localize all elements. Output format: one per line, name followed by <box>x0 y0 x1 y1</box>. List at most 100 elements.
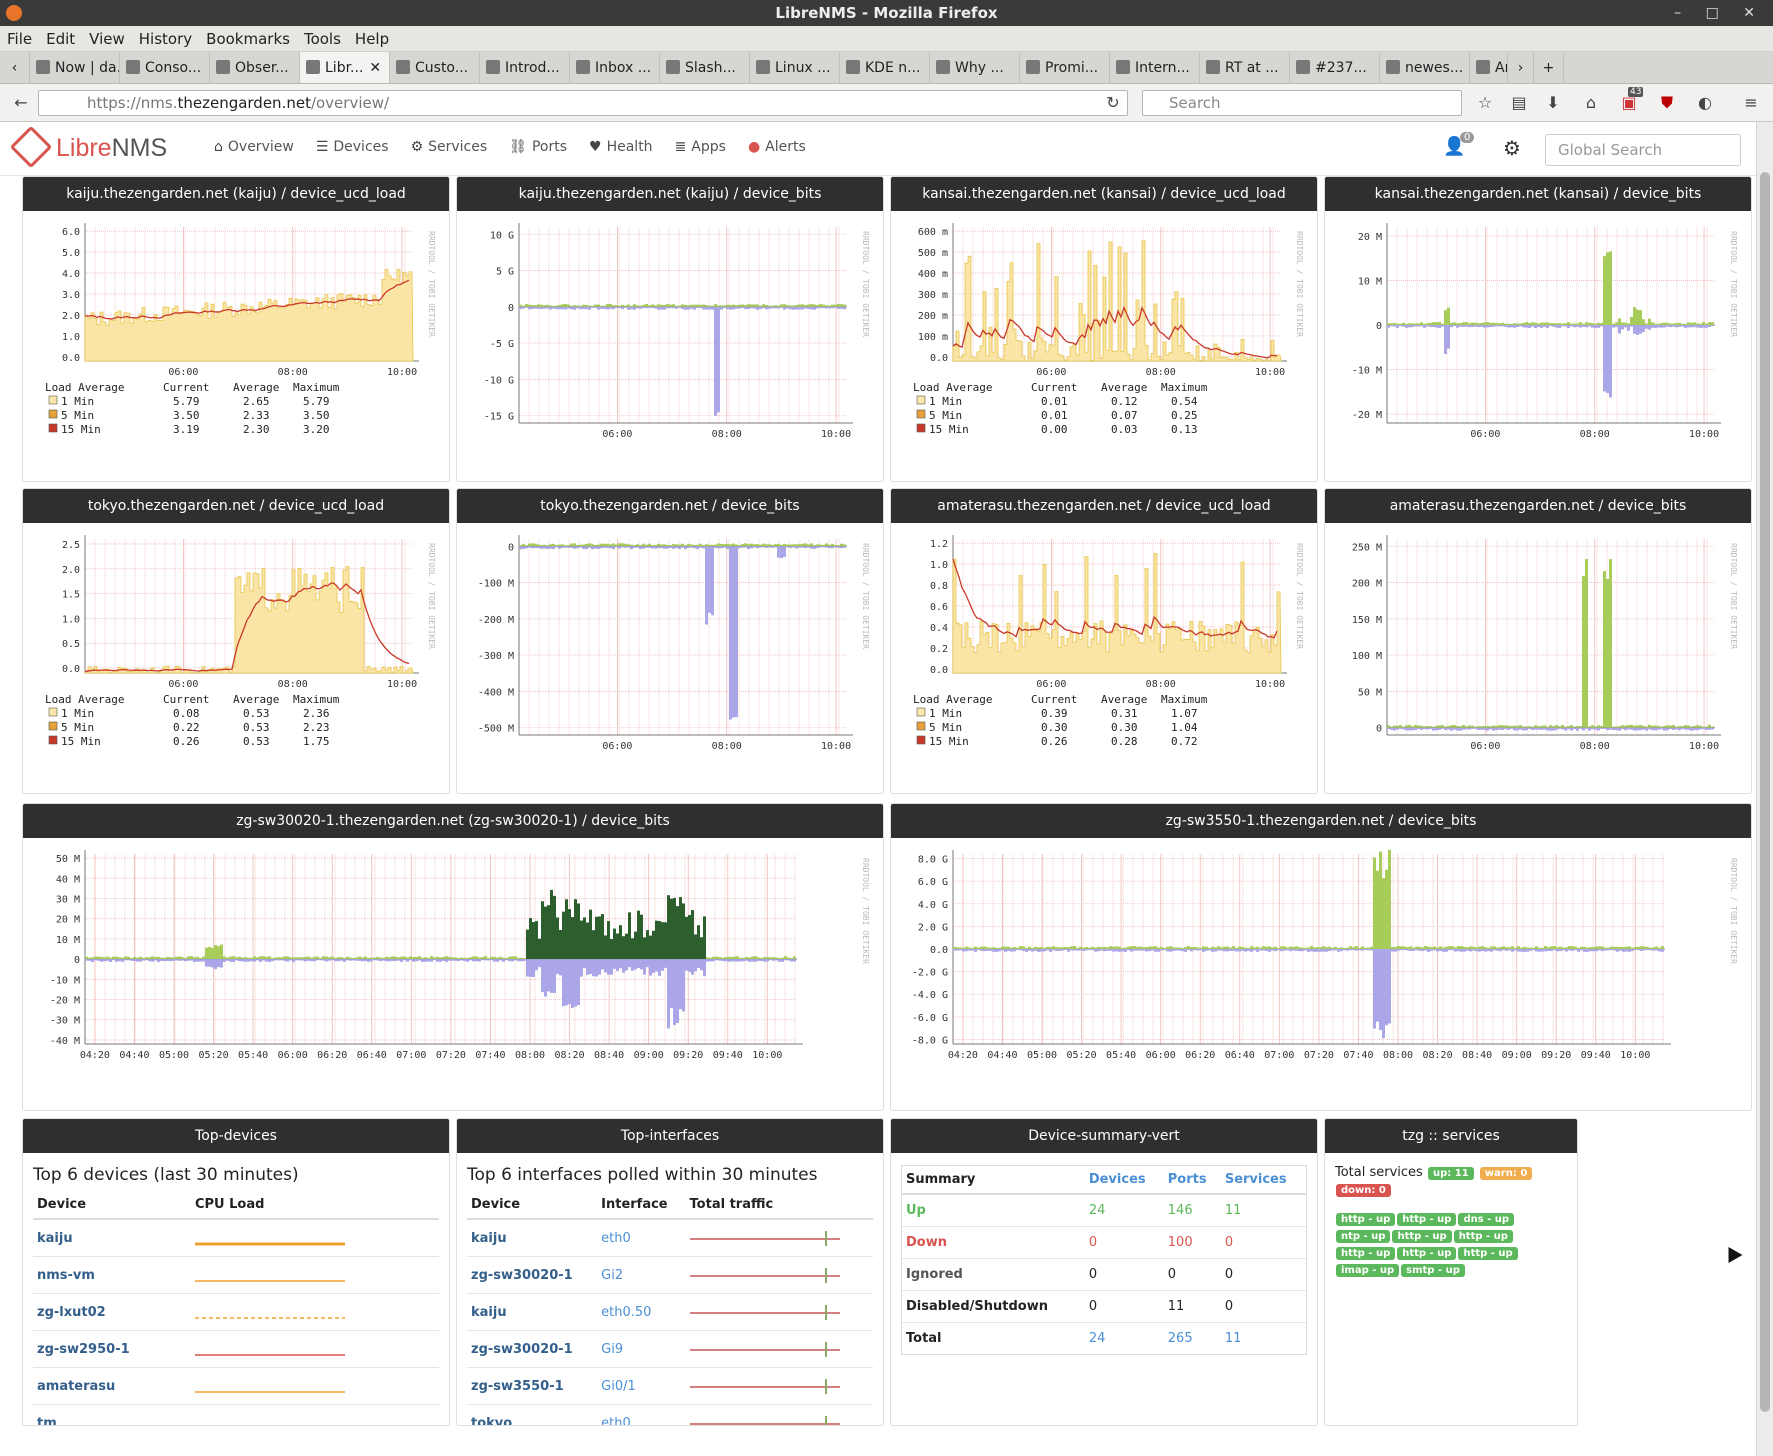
tab-scroll-left-icon[interactable]: ‹ <box>0 52 30 83</box>
global-search-input[interactable]: Global Search <box>1545 134 1741 166</box>
interface-link[interactable]: eth0.50 <box>597 1293 686 1331</box>
browser-tab[interactable]: Custo... <box>390 52 480 83</box>
summary-value[interactable]: 24 <box>1084 1322 1164 1355</box>
scrollbar-thumb[interactable] <box>1760 172 1770 1412</box>
browser-tab[interactable]: newes... <box>1380 52 1470 83</box>
device-link[interactable]: zg-sw30020-1 <box>467 1256 598 1294</box>
service-badge[interactable]: http - up <box>1397 1247 1457 1260</box>
hamburger-menu-icon[interactable]: ≡ <box>1744 93 1758 112</box>
cpu-sparkline[interactable] <box>190 1404 439 1425</box>
device-link[interactable]: kaiju <box>33 1218 191 1257</box>
reload-icon[interactable]: ↻ <box>1106 93 1120 112</box>
summary-value[interactable]: 0 <box>1084 1226 1164 1259</box>
browser-tab[interactable]: #237... <box>1290 52 1380 83</box>
nav-services[interactable]: ⚙ Services <box>411 139 488 155</box>
traffic-sparkline[interactable] <box>685 1293 873 1331</box>
graph-svg[interactable]: 10 G5 G0-5 G-10 G-15 G06:00 08:00 10:00RRD… <box>457 211 884 482</box>
menu-file[interactable]: File <box>7 30 33 48</box>
nav-apps[interactable]: ≣ Apps <box>675 139 726 155</box>
interface-link[interactable]: Gi2 <box>597 1256 686 1294</box>
summary-value[interactable]: 265 <box>1163 1322 1221 1355</box>
menu-view[interactable]: View <box>89 30 125 48</box>
menu-help[interactable]: Help <box>354 30 390 48</box>
summary-value[interactable]: 11 <box>1220 1193 1307 1227</box>
cpu-sparkline[interactable] <box>190 1367 439 1405</box>
browser-tab[interactable]: KDE n... <box>840 52 930 83</box>
service-badge[interactable]: dns - up <box>1458 1213 1515 1226</box>
traffic-sparkline[interactable] <box>685 1256 873 1294</box>
device-link[interactable]: nms-vm <box>33 1256 191 1294</box>
url-bar[interactable]: https://nms.thezengarden.net/overview/ <box>38 90 1128 116</box>
graph-svg[interactable]: 6.05.04.03.02.01.00.006:00 08:00 10:00RRDT… <box>23 211 450 482</box>
service-badge[interactable]: http - up <box>1397 1213 1457 1226</box>
summary-value[interactable]: 0 <box>1163 1258 1221 1291</box>
graph-svg[interactable]: 2.52.01.51.00.50.006:00 08:00 10:00RRDTOOL… <box>23 523 450 794</box>
browser-tab[interactable]: An <box>1470 52 1508 83</box>
browser-tab[interactable]: Libr... ✕ <box>300 52 390 83</box>
device-link[interactable]: kaiju <box>467 1293 598 1331</box>
device-link[interactable]: tokyo <box>467 1404 598 1425</box>
summary-value[interactable]: 146 <box>1163 1193 1221 1227</box>
browser-tab[interactable]: Linux ... <box>750 52 840 83</box>
browser-tab[interactable]: Introd... <box>480 52 570 83</box>
interface-link[interactable]: eth0 <box>597 1404 686 1425</box>
service-badge[interactable]: http - up <box>1392 1230 1452 1243</box>
device-link[interactable]: zg-sw3550-1 <box>467 1367 598 1405</box>
home-icon[interactable]: ⌂ <box>1585 93 1597 112</box>
browser-tab[interactable]: Conso... <box>120 52 210 83</box>
interface-link[interactable]: Gi0/1 <box>597 1367 686 1405</box>
cpu-sparkline[interactable] <box>190 1218 439 1257</box>
summary-value[interactable]: 0 <box>1084 1290 1164 1323</box>
page-scrollbar[interactable] <box>1756 122 1773 1456</box>
bookmark-star-icon[interactable]: ☆ <box>1477 93 1493 112</box>
device-link[interactable]: zg-sw2950-1 <box>33 1330 191 1368</box>
browser-tab[interactable]: Why ... <box>930 52 1020 83</box>
library-icon[interactable]: ▤ <box>1511 93 1527 112</box>
summary-value[interactable]: 0 <box>1220 1258 1307 1291</box>
service-badge[interactable]: http - up <box>1453 1230 1513 1243</box>
summary-value[interactable]: 0 <box>1220 1290 1307 1323</box>
service-badge[interactable]: smtp - up <box>1401 1264 1465 1277</box>
summary-value[interactable]: 11 <box>1163 1290 1221 1323</box>
device-link[interactable]: amaterasu <box>33 1367 191 1405</box>
ublock-icon[interactable]: ⛊ <box>1660 93 1673 112</box>
traffic-sparkline[interactable] <box>685 1404 873 1425</box>
tab-scroll-right-icon[interactable]: › <box>1508 52 1534 83</box>
browser-tab[interactable]: Inbox ... <box>570 52 660 83</box>
traffic-sparkline[interactable] <box>685 1367 873 1405</box>
cpu-sparkline[interactable] <box>190 1293 439 1331</box>
interface-link[interactable]: Gi9 <box>597 1330 686 1368</box>
summary-value[interactable]: 100 <box>1163 1226 1221 1259</box>
traffic-sparkline[interactable] <box>685 1218 873 1257</box>
menu-edit[interactable]: Edit <box>46 30 76 48</box>
service-badge[interactable]: ntp - up <box>1336 1230 1391 1243</box>
menu-history[interactable]: History <box>138 30 193 48</box>
librenms-logo[interactable]: LibreNMS <box>9 125 167 169</box>
cpu-sparkline[interactable] <box>190 1256 439 1294</box>
back-icon[interactable]: ← <box>14 93 28 112</box>
new-tab-icon[interactable]: + <box>1534 52 1564 83</box>
service-badge[interactable]: http - up <box>1336 1247 1396 1260</box>
summary-value[interactable]: 0 <box>1220 1226 1307 1259</box>
service-badge[interactable]: http - up <box>1458 1247 1518 1260</box>
browser-tab[interactable]: Promi... <box>1020 52 1110 83</box>
device-link[interactable]: tm <box>33 1404 191 1425</box>
service-badge[interactable]: imap - up <box>1336 1264 1400 1277</box>
menu-bookmarks[interactable]: Bookmarks <box>206 30 290 48</box>
privacy-icon[interactable]: ◐ <box>1698 93 1712 112</box>
download-icon[interactable]: ⬇ <box>1546 93 1560 112</box>
summary-value[interactable]: 24 <box>1084 1193 1164 1227</box>
nav-ports[interactable]: ⛓ Ports <box>509 139 567 155</box>
nav-health[interactable]: ♥ Health <box>589 139 653 155</box>
traffic-sparkline[interactable] <box>685 1330 873 1368</box>
summary-value[interactable]: 11 <box>1220 1322 1307 1355</box>
device-link[interactable]: kaiju <box>467 1218 598 1257</box>
browser-tab[interactable]: RT at ... <box>1200 52 1290 83</box>
graph-svg[interactable]: 0-100 M-200 M-300 M-400 M-500 M06:00 08:0… <box>457 523 884 794</box>
window-controls[interactable]: – □ ✕ <box>1674 5 1765 21</box>
cpu-sparkline[interactable] <box>190 1330 439 1368</box>
browser-tab[interactable]: Slash... <box>660 52 750 83</box>
graph-svg[interactable]: 8.0 G6.0 G4.0 G2.0 G0.0-2.0 G-4.0 G-6.0 … <box>891 838 1752 1111</box>
